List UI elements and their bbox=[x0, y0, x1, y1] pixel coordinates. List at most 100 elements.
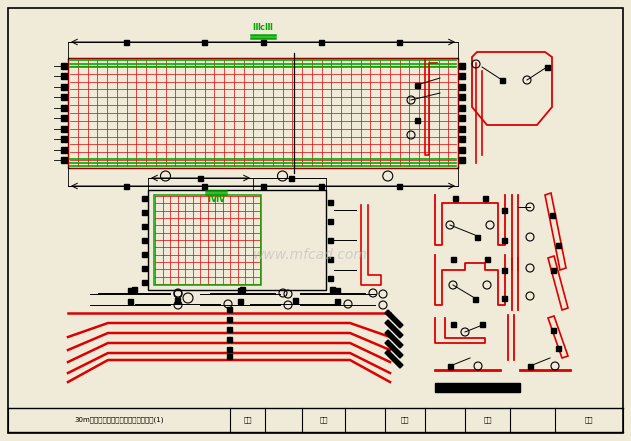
Bar bbox=[61, 136, 67, 142]
Bar bbox=[483, 195, 488, 201]
Bar bbox=[480, 321, 485, 326]
Bar bbox=[415, 117, 420, 123]
Bar bbox=[550, 213, 555, 217]
Bar bbox=[459, 74, 465, 79]
Bar bbox=[61, 94, 67, 101]
Bar bbox=[459, 105, 465, 111]
Bar bbox=[451, 321, 456, 326]
Bar bbox=[459, 115, 465, 121]
Bar bbox=[198, 176, 203, 180]
Bar bbox=[397, 40, 402, 45]
Bar bbox=[502, 295, 507, 300]
Bar bbox=[61, 63, 67, 69]
Bar bbox=[327, 238, 333, 243]
Bar bbox=[502, 268, 507, 273]
Bar bbox=[288, 176, 293, 180]
Bar bbox=[502, 238, 507, 243]
Bar bbox=[131, 287, 136, 292]
Bar bbox=[459, 63, 465, 69]
Bar bbox=[528, 363, 533, 369]
Bar bbox=[227, 317, 232, 321]
Bar bbox=[555, 243, 560, 247]
Bar bbox=[415, 82, 420, 87]
Bar bbox=[459, 126, 465, 132]
Bar bbox=[240, 287, 245, 292]
Polygon shape bbox=[385, 310, 403, 328]
Bar bbox=[148, 190, 326, 290]
Bar bbox=[500, 78, 505, 82]
Polygon shape bbox=[385, 350, 403, 368]
Bar bbox=[141, 195, 146, 201]
Bar bbox=[227, 326, 232, 332]
Bar bbox=[202, 183, 207, 188]
Bar bbox=[545, 64, 550, 70]
Text: 助理: 助理 bbox=[585, 417, 593, 423]
Bar bbox=[61, 105, 67, 111]
Bar bbox=[327, 218, 333, 224]
Bar bbox=[327, 199, 333, 205]
Bar bbox=[141, 209, 146, 214]
Bar bbox=[293, 298, 297, 303]
Bar bbox=[327, 257, 333, 262]
Bar bbox=[550, 268, 555, 273]
Polygon shape bbox=[385, 340, 403, 358]
Bar bbox=[141, 265, 146, 270]
Bar bbox=[237, 288, 242, 292]
Text: ⅣⅣ: ⅣⅣ bbox=[207, 195, 225, 205]
Bar bbox=[227, 306, 232, 311]
Bar bbox=[459, 157, 465, 163]
Bar bbox=[61, 74, 67, 79]
Bar bbox=[555, 345, 560, 351]
Bar bbox=[459, 84, 465, 90]
Bar bbox=[459, 146, 465, 153]
Bar bbox=[61, 146, 67, 153]
Bar bbox=[319, 183, 324, 188]
Bar bbox=[124, 40, 129, 45]
Text: www.mfcad.com: www.mfcad.com bbox=[252, 248, 367, 262]
Bar bbox=[435, 383, 520, 392]
Bar bbox=[459, 136, 465, 142]
Bar bbox=[261, 183, 266, 188]
Bar bbox=[61, 126, 67, 132]
Bar bbox=[227, 336, 232, 341]
Bar bbox=[154, 195, 261, 285]
Text: 设计: 设计 bbox=[243, 417, 252, 423]
Bar bbox=[141, 280, 146, 284]
Bar bbox=[61, 84, 67, 90]
Text: ⅢcⅢ: ⅢcⅢ bbox=[252, 23, 273, 33]
Bar bbox=[202, 40, 207, 45]
Bar bbox=[335, 299, 340, 303]
Bar bbox=[459, 94, 465, 101]
Text: 审核: 审核 bbox=[401, 417, 410, 423]
Bar bbox=[227, 347, 232, 351]
Bar bbox=[330, 287, 335, 292]
Bar bbox=[473, 296, 478, 302]
Bar bbox=[124, 183, 129, 188]
Bar bbox=[335, 288, 340, 292]
Bar bbox=[61, 115, 67, 121]
Bar bbox=[452, 195, 457, 201]
Bar bbox=[502, 208, 507, 213]
Text: 图中: 图中 bbox=[483, 417, 492, 423]
Bar bbox=[68, 58, 458, 168]
Bar bbox=[397, 183, 402, 188]
Text: 30m预应力砖笱型梁桥普通锂筋布置图(1): 30m预应力砖笱型梁桥普通锂筋布置图(1) bbox=[74, 417, 164, 423]
Bar bbox=[327, 276, 333, 280]
Bar bbox=[141, 238, 146, 243]
Bar bbox=[61, 157, 67, 163]
Bar bbox=[447, 363, 452, 369]
Bar bbox=[261, 40, 266, 45]
Bar bbox=[127, 299, 133, 303]
Polygon shape bbox=[385, 330, 403, 348]
Bar bbox=[141, 251, 146, 257]
Bar bbox=[175, 298, 180, 303]
Bar bbox=[550, 328, 555, 333]
Bar bbox=[127, 288, 133, 292]
Bar bbox=[227, 354, 232, 359]
Bar bbox=[319, 40, 324, 45]
Bar bbox=[237, 299, 242, 303]
Polygon shape bbox=[385, 320, 403, 338]
Text: 校核: 校核 bbox=[319, 417, 327, 423]
Bar bbox=[451, 257, 456, 262]
Bar bbox=[485, 257, 490, 262]
